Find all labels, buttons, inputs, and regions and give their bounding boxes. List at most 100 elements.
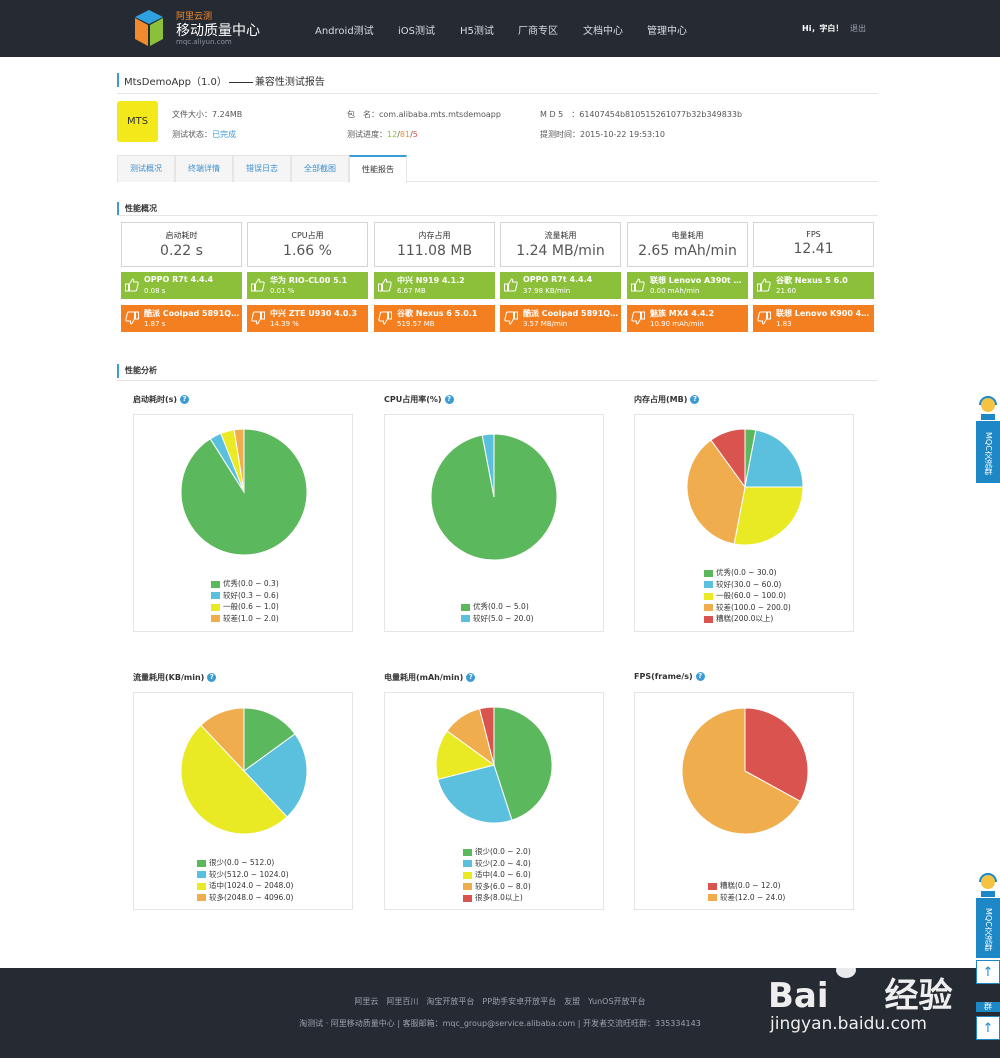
legend-item[interactable]: 较差(1.0 ~ 2.0)	[211, 613, 279, 625]
pie-slice[interactable]	[733, 486, 804, 546]
help-icon[interactable]: ?	[466, 673, 476, 682]
thumbs-down-icon	[378, 311, 392, 325]
status-value: 已完成	[212, 130, 236, 139]
best-device-card[interactable]: 谷歌 Nexus 5 6.0 21.60	[753, 272, 874, 299]
best-device-value: 37.98 KB/min	[523, 287, 571, 295]
pie-slice[interactable]	[744, 429, 804, 488]
legend-item[interactable]: 优秀(0.0 ~ 30.0)	[704, 567, 791, 579]
legend-swatch	[211, 580, 220, 588]
best-device-card[interactable]: 中兴 N919 4.1.2 6.67 MB	[374, 272, 495, 299]
legend-item[interactable]: 较好(5.0 ~ 20.0)	[461, 613, 534, 625]
chart-title: FPS(frame/s)?	[634, 672, 705, 681]
worst-device-name: 酷派 Coolpad 5891Q ...	[523, 309, 619, 318]
section-performance-overview: 性能概况	[117, 202, 157, 216]
tab-device-details[interactable]: 终端详情	[175, 155, 233, 182]
legend-item[interactable]: 很少(0.0 ~ 512.0)	[197, 857, 293, 869]
pie-slice[interactable]	[200, 707, 245, 773]
legend-label: 优秀(0.0 ~ 30.0)	[716, 568, 777, 577]
legend-item[interactable]: 优秀(0.0 ~ 0.3)	[211, 578, 279, 590]
pie-slice[interactable]	[233, 428, 245, 493]
chart-title: 流量耗用(KB/min)?	[133, 672, 217, 683]
legend-item[interactable]: 优秀(0.0 ~ 5.0)	[461, 601, 534, 613]
legend-item[interactable]: 一般(0.6 ~ 1.0)	[211, 601, 279, 613]
pie-slice[interactable]	[243, 733, 308, 818]
legend-item[interactable]: 较差(12.0 ~ 24.0)	[708, 892, 785, 904]
back-to-top-button[interactable]: ↑	[976, 960, 1000, 984]
tab-error-log[interactable]: 错误日志	[233, 155, 291, 182]
legend-item[interactable]: 糟糕(0.0 ~ 12.0)	[708, 880, 785, 892]
chat-group-label[interactable]: MQC交流群	[976, 421, 1000, 483]
worst-device-card[interactable]: 魅族 MX4 4.4.2 10.90 mAh/min	[627, 305, 748, 332]
legend-item[interactable]: 较多(2048.0 ~ 4096.0)	[197, 892, 293, 904]
legend-item[interactable]: 较好(0.3 ~ 0.6)	[211, 590, 279, 602]
help-icon[interactable]: ?	[180, 395, 190, 404]
pie-slice[interactable]	[481, 433, 495, 498]
legend-item[interactable]: 适中(4.0 ~ 6.0)	[463, 869, 531, 881]
legend-item[interactable]: 很少(0.0 ~ 2.0)	[463, 846, 531, 858]
pie-chart-panel: 很少(0.0 ~ 512.0) 较少(512.0 ~ 1024.0) 适中(1024…	[133, 692, 353, 910]
nav-h5-test[interactable]: H5测试	[460, 26, 494, 37]
legend-label: 糟糕(200.0以上)	[716, 614, 774, 623]
best-device-value: 6.67 MB	[397, 287, 426, 295]
chat-group-label[interactable]: MQC交流群	[976, 898, 1000, 958]
nav-vendor-zone[interactable]: 厂商专区	[518, 26, 558, 37]
mqc-chat-widget-bottom[interactable]: MQC交流群	[976, 870, 1000, 958]
nav-docs-center[interactable]: 文档中心	[583, 26, 623, 37]
legend-swatch	[704, 615, 713, 623]
pie-slice[interactable]	[681, 707, 801, 835]
best-device-card[interactable]: 联想 Lenovo A390t 4.... 0.00 mAh/min	[627, 272, 748, 299]
legend-item[interactable]: 一般(60.0 ~ 100.0)	[704, 590, 791, 602]
pie-slice[interactable]	[686, 439, 746, 545]
title-divider	[117, 93, 878, 94]
pie-slice[interactable]	[493, 706, 553, 821]
nav-ios-test[interactable]: iOS测试	[398, 26, 435, 37]
legend-item[interactable]: 糟糕(200.0以上)	[704, 613, 791, 625]
pie-slice[interactable]	[437, 764, 513, 824]
mqc-chat-widget-top[interactable]: MQC交流群	[976, 393, 1000, 483]
pie-slice[interactable]	[243, 707, 296, 772]
help-icon[interactable]: ?	[695, 672, 705, 681]
logout-link[interactable]: 退出	[850, 24, 866, 33]
user-greeting[interactable]: Hi，字白！	[802, 24, 844, 33]
brand-url: mqc.aliyun.com	[176, 38, 232, 46]
legend-item[interactable]: 适中(1024.0 ~ 2048.0)	[197, 880, 293, 892]
best-device-card[interactable]: OPPO R7t 4.4.4 0.08 s	[121, 272, 242, 299]
worst-device-card[interactable]: 酷派 Coolpad 5891Q ... 1.87 s	[121, 305, 242, 332]
pie-chart-panel: 优秀(0.0 ~ 0.3) 较好(0.3 ~ 0.6) 一般(0.6 ~ 1.0) 较…	[133, 414, 353, 632]
pie-chart	[435, 706, 553, 824]
worst-device-card[interactable]: 中兴 ZTE U930 4.0.3 14.39 %	[247, 305, 368, 332]
nav-admin-center[interactable]: 管理中心	[647, 26, 687, 37]
nav-android-test[interactable]: Android测试	[315, 26, 374, 37]
legend-item[interactable]: 较少(2.0 ~ 4.0)	[463, 858, 531, 870]
app-icon: MTS	[117, 101, 158, 142]
pie-slice[interactable]	[180, 724, 288, 835]
pie-slice[interactable]	[478, 706, 495, 766]
worst-device-value: 3.57 MB/min	[523, 320, 568, 328]
legend-item[interactable]: 较差(100.0 ~ 200.0)	[704, 602, 791, 614]
help-icon[interactable]: ?	[444, 395, 454, 404]
worst-device-card[interactable]: 谷歌 Nexus 6 5.0.1 519.57 MB	[374, 305, 495, 332]
legend-item[interactable]: 较好(30.0 ~ 60.0)	[704, 579, 791, 591]
tab-performance-report[interactable]: 性能报告	[349, 155, 407, 183]
best-device-card[interactable]: 华为 RIO-CL00 5.1 0.01 %	[247, 272, 368, 299]
legend-item[interactable]: 较多(6.0 ~ 8.0)	[463, 881, 531, 893]
back-to-top-button[interactable]: ↑	[976, 1016, 1000, 1040]
tab-all-screenshots[interactable]: 全部截图	[291, 155, 349, 182]
worst-device-card[interactable]: 酷派 Coolpad 5891Q ... 3.57 MB/min	[500, 305, 621, 332]
chart-legend: 很少(0.0 ~ 2.0) 较少(2.0 ~ 4.0) 适中(4.0 ~ 6.0) 较…	[463, 846, 531, 904]
pie-slice[interactable]	[435, 730, 496, 781]
metric-card-battery: 电量耗用 2.65 mAh/min	[627, 222, 748, 267]
best-device-card[interactable]: OPPO R7t 4.4.4 37.98 KB/min	[500, 272, 621, 299]
legend-item[interactable]: 很多(8.0以上)	[463, 892, 531, 904]
pie-slice[interactable]	[710, 428, 746, 489]
help-icon[interactable]: ?	[207, 673, 217, 682]
legend-swatch	[704, 592, 713, 600]
pie-slice[interactable]	[744, 707, 809, 803]
chat-group-short-label[interactable]: 群	[976, 1002, 1000, 1012]
brand-title: 移动质量中心	[176, 23, 260, 39]
legend-item[interactable]: 较少(512.0 ~ 1024.0)	[197, 869, 293, 881]
worst-device-card[interactable]: 联想 Lenovo K900 4.2.2 1.83	[753, 305, 874, 332]
help-icon[interactable]: ?	[690, 395, 700, 404]
tab-test-overview[interactable]: 测试概况	[117, 155, 175, 182]
footer-links[interactable]: 阿里云 阿里百川 淘宝开放平台 PP助手安卓开放平台 友盟 YunOS开放平台	[354, 997, 646, 1006]
